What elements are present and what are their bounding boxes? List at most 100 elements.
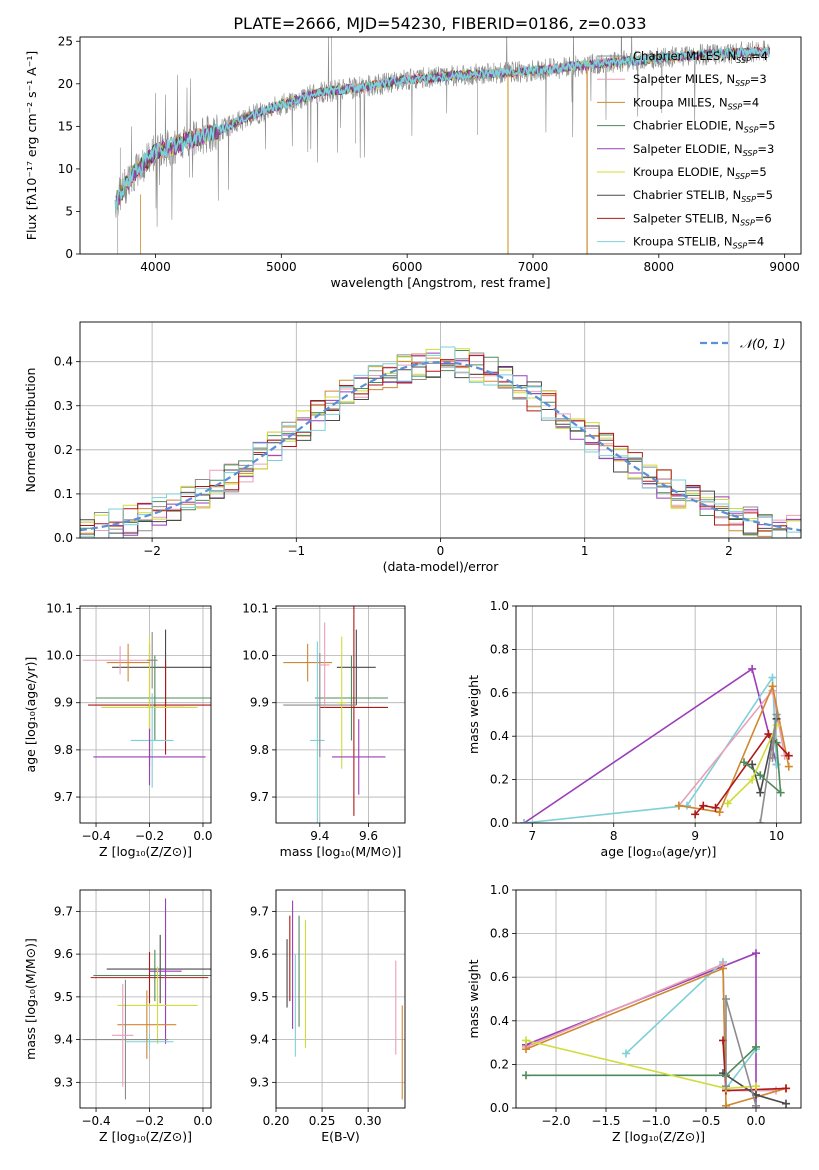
weight-marker (752, 1101, 760, 1108)
weight-line (523, 667, 778, 823)
y-tick-label: 20 (58, 77, 73, 91)
weight-marker (748, 664, 757, 673)
age_vs_mass-frame (275, 605, 406, 824)
y-tick-label: 10.0 (46, 649, 73, 663)
x-tick-label: 4000 (140, 260, 171, 274)
weight-marker (782, 1084, 790, 1093)
y-tick-label: 9.8 (54, 743, 73, 757)
y-tick-label: 0.0 (490, 816, 509, 830)
x-tick-label: −0.4 (81, 1114, 110, 1128)
x-tick-label: −1.5 (591, 1114, 620, 1128)
age_vs_Z-marks (82, 629, 211, 788)
y-tick-label: 0.4 (490, 729, 509, 743)
weight-marker (748, 775, 757, 784)
y-tick-label: 10.1 (46, 601, 73, 615)
spectrum-legend: Chabrier MILES, NSSP=4 Salpeter MILES, NS… (597, 49, 775, 251)
spectrum-frame (79, 36, 802, 255)
weight-marker (756, 819, 765, 823)
y-tick-label: 9.7 (54, 790, 73, 804)
y-tick-label: 9.7 (54, 904, 73, 918)
weight-marker (722, 1101, 730, 1108)
x-axis-label: E(B-V) (321, 1129, 360, 1144)
weight-marker (740, 758, 748, 767)
x-tick-label: −2.0 (541, 1114, 570, 1128)
y-axis-label: mass weight (466, 675, 481, 754)
weight-marker (711, 803, 720, 812)
x-axis-label: mass [log₁₀(M/M⊙)] (280, 844, 402, 859)
figure-title: PLATE=2666, MJD=54230, FIBERID=0186, z=0… (233, 14, 646, 33)
x-tick-label: −0.2 (135, 829, 164, 843)
weight-marker (752, 1082, 760, 1091)
legend-label: Salpeter ELODIE, NSSP=3 (633, 142, 774, 158)
x-tick-label: 0.20 (263, 1114, 290, 1128)
x-tick-label: −2 (143, 544, 161, 558)
y-tick-label: 9.8 (250, 743, 269, 757)
y-tick-label: 9.3 (250, 1075, 269, 1089)
weight-marker (782, 1099, 790, 1108)
legend-label: Chabrier MILES, NSSP=4 (633, 49, 768, 65)
legend-label: Kroupa ELODIE, NSSP=5 (633, 165, 767, 181)
x-tick-label: 9000 (769, 260, 800, 274)
mass_vs_ebv-frame (275, 889, 406, 1109)
spectrum-axes: 4000 5000 6000 7000 8000 9000 0 5 10 15 20 25 wavele… (24, 34, 800, 290)
y-tick-label: 9.7 (250, 790, 269, 804)
y-axis-label: Flux [fλ10⁻¹⁷ erg cm⁻² s⁻¹ A⁻¹] (24, 51, 39, 240)
y-tick-label: 0.0 (490, 1101, 509, 1115)
y-tick-label: 0.8 (490, 927, 509, 941)
y-tick-label: 0 (65, 247, 73, 261)
y-axis-label: mass [log₁₀(M/M⊙)] (23, 938, 38, 1060)
x-tick-label: 1 (581, 544, 589, 558)
y-tick-label: 9.9 (54, 696, 73, 710)
x-axis-label: Z [log₁₀(Z/Z⊙)] (612, 1129, 705, 1144)
x-axis-label: Z [log₁₀(Z/Z⊙)] (99, 1129, 192, 1144)
weight_vs_age-axes: 7 8 9 10 0.0 0.2 0.4 0.6 0.8 1.0 age [log₁₀(age/yr… (466, 599, 801, 859)
y-tick-label: 0.2 (54, 443, 73, 457)
weight-marker (674, 801, 683, 810)
weight_vs_Z-marks (522, 949, 790, 1108)
weight-marker (622, 1049, 630, 1058)
mass_vs_Z-axes: −0.4 −0.2 0.0 9.3 9.4 9.5 9.6 9.7 Z [log₁₀(Z/Z⊙)… (23, 890, 213, 1144)
y-tick-label: 0.1 (54, 487, 73, 501)
y-tick-label: 9.6 (250, 947, 269, 961)
y-tick-label: 10.1 (242, 601, 269, 615)
weight-marker (768, 682, 777, 691)
y-tick-label: 0.6 (490, 686, 509, 700)
x-tick-label: 0 (437, 544, 445, 558)
y-tick-label: 0.3 (54, 399, 73, 413)
y-axis-label: mass weight (466, 959, 481, 1038)
model-spectrum-line (114, 45, 771, 210)
spectrum-data-line (114, 37, 770, 227)
x-tick-label: 0.30 (355, 1114, 382, 1128)
y-tick-label: 9.7 (250, 904, 269, 918)
x-tick-label: 0.0 (746, 1114, 765, 1128)
weight-marker (768, 753, 777, 762)
x-tick-label: 8 (610, 829, 618, 843)
x-tick-label: 5000 (266, 260, 297, 274)
weight-line (694, 732, 790, 815)
y-tick-label: 0.8 (490, 642, 509, 656)
weight-marker (722, 995, 730, 1003)
mass_vs_Z-marks (82, 898, 211, 1100)
weight-marker (522, 1036, 530, 1045)
weight_vs_Z-frame (515, 889, 802, 1109)
legend-label: 𝒩(0, 1) (740, 336, 786, 351)
weight-line (743, 742, 782, 795)
legend-label: Kroupa STELIB, NSSP=4 (633, 235, 764, 251)
mass_vs_ebv-axes: 0.20 0.25 0.30 9.3 9.4 9.5 9.6 9.7 E(B-V) (250, 890, 405, 1144)
weight-line (526, 1046, 757, 1077)
y-tick-label: 10 (58, 162, 73, 176)
weight-marker (719, 964, 727, 973)
x-tick-label: −0.5 (691, 1114, 720, 1128)
weight-marker (784, 751, 793, 760)
x-tick-label: 0.0 (193, 829, 212, 843)
y-tick-label: 9.4 (54, 1033, 73, 1047)
x-axis-label: Z [log₁₀(Z/Z⊙)] (99, 844, 192, 859)
x-tick-label: −1.0 (641, 1114, 670, 1128)
y-tick-label: 9.3 (54, 1075, 73, 1089)
y-tick-label: 9.5 (54, 990, 73, 1004)
y-tick-label: 25 (58, 34, 73, 48)
x-tick-label: 0.0 (193, 1114, 212, 1128)
weight-marker (772, 760, 781, 769)
weight-line (524, 675, 778, 823)
legend-label: Salpeter MILES, NSSP=3 (633, 72, 767, 88)
